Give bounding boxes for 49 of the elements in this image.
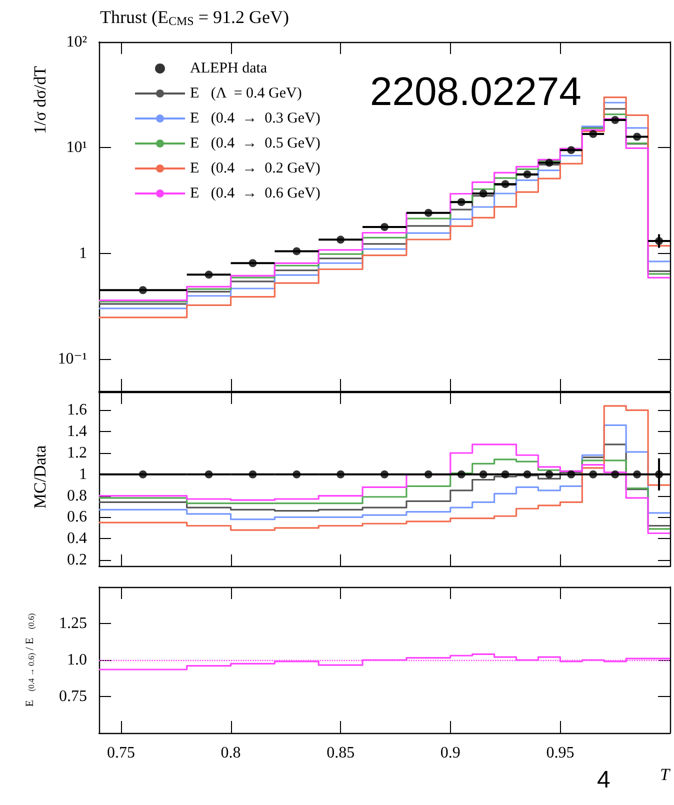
y-axis-title: E⃗(0.4 → 0.6) / E⃗(0.6) — [24, 613, 36, 707]
point — [336, 236, 345, 244]
y-tick-label: 0.8 — [67, 487, 87, 504]
y-tick-label: 1 — [79, 244, 87, 262]
point — [611, 116, 620, 124]
point — [292, 247, 301, 256]
point — [248, 259, 257, 268]
legend-label: E⃗(0.4 → 0.5 GeV) — [190, 136, 320, 152]
point — [501, 180, 510, 188]
annotation: 2208.02274 — [370, 70, 582, 114]
legend-label: E⃗(0.4 → 0.6 GeV) — [190, 186, 320, 202]
text: 4 — [597, 766, 610, 794]
x-tick-label: 0.9 — [440, 744, 460, 762]
point — [138, 286, 147, 294]
point — [545, 158, 554, 167]
point — [380, 222, 388, 231]
y-tick-label: 1 — [79, 466, 87, 483]
y-tick-label: 1.6 — [67, 402, 87, 419]
y-tick-label: 0.4 — [67, 530, 87, 548]
y-axis-title: MC/Data — [30, 444, 50, 509]
point — [479, 190, 488, 198]
y-tick-label: 10⁻¹ — [58, 350, 88, 368]
y-tick-label: 0.2 — [67, 552, 87, 568]
legend-label: E⃗(Λ = 0.4 GeV) — [190, 86, 302, 102]
x-axis-title: T — [660, 765, 671, 784]
x-tick-label: 0.95 — [546, 744, 574, 762]
legend-label: ALEPH data — [190, 60, 268, 76]
y-tick-label: 1.0 — [67, 652, 87, 668]
point — [633, 132, 642, 141]
point — [204, 270, 213, 279]
legend-label: E⃗(0.4 → 0.3 GeV) — [190, 110, 320, 126]
point — [589, 130, 598, 138]
y-tick-label: 1.4 — [67, 423, 87, 440]
y-tick-label: 1.25 — [59, 615, 87, 632]
x-tick-label: 0.8 — [220, 744, 241, 762]
point — [523, 170, 532, 178]
y-tick-label: 10¹ — [66, 139, 88, 156]
point — [424, 208, 432, 217]
y-tick-label: 10² — [66, 34, 88, 50]
point — [457, 198, 466, 206]
legend-label: E⃗(0.4 → 0.2 GeV) — [190, 160, 320, 176]
x-tick-label: 0.85 — [326, 744, 355, 762]
y-tick-label: 0.75 — [59, 688, 87, 705]
point — [567, 146, 576, 154]
y-tick-label: 0.6 — [67, 508, 87, 526]
y-tick-label: 1.2 — [67, 444, 87, 462]
point — [655, 237, 664, 246]
x-tick-label: 0.75 — [106, 744, 135, 762]
y-axis-title: 1/σ dσ/dT — [30, 65, 50, 134]
